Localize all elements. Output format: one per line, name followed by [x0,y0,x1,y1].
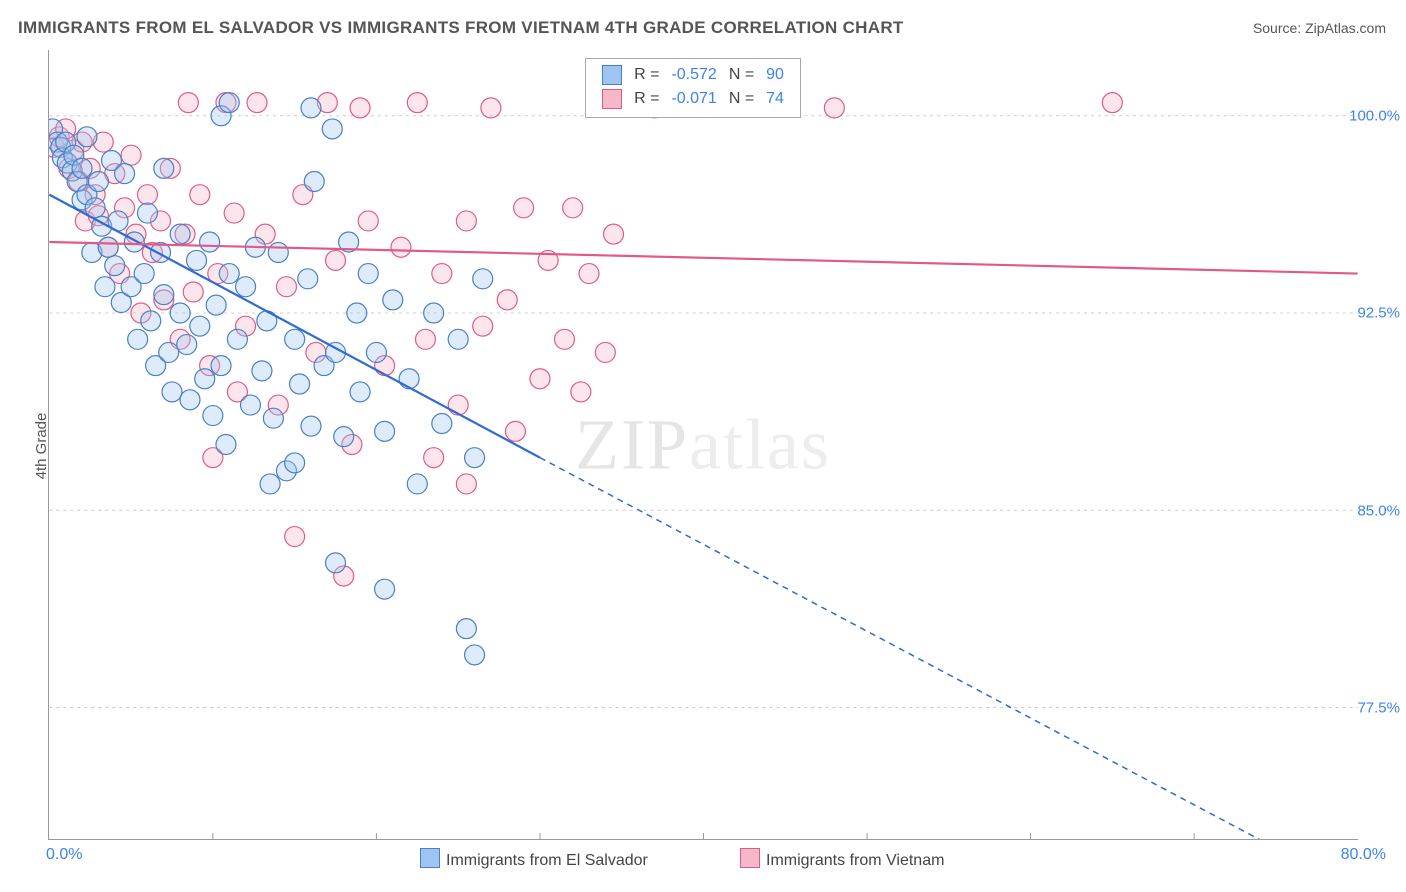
n-value-s1: 90 [760,63,790,87]
source-attribution: Source: ZipAtlas.com [1253,20,1386,36]
x-axis-max-label: 80.0% [1341,846,1386,864]
r-label: R = [628,63,665,87]
scatter-plot [48,50,1358,840]
y-tick-label: 77.5% [1357,700,1400,717]
n-label: N = [723,87,760,111]
r-value-s1: -0.572 [665,63,722,87]
n-value-s2: 74 [760,87,790,111]
r-label: R = [628,87,665,111]
legend-item-s2: Immigrants from Vietnam [740,848,944,870]
source-prefix: Source: [1253,20,1305,36]
plot-area: ZIPatlas R = -0.572 N = 90 R = -0.071 N … [48,50,1358,840]
legend-label-s2: Immigrants from Vietnam [766,852,944,869]
legend-item-s1: Immigrants from El Salvador [420,848,648,870]
stats-legend-box: R = -0.572 N = 90 R = -0.071 N = 74 [585,58,801,118]
legend-label-s1: Immigrants from El Salvador [446,852,648,869]
y-tick-label: 92.5% [1357,305,1400,322]
n-label: N = [723,63,760,87]
y-tick-label: 85.0% [1357,502,1400,519]
legend-swatch-s2 [740,848,760,868]
legend-swatch-s1 [420,848,440,868]
stats-row-s1: R = -0.572 N = 90 [596,63,790,87]
x-axis-min-label: 0.0% [46,846,82,864]
y-tick-label: 100.0% [1349,107,1400,124]
source-name: ZipAtlas.com [1305,20,1386,36]
chart-title: IMMIGRANTS FROM EL SALVADOR VS IMMIGRANT… [18,18,904,38]
swatch-s1 [602,65,622,85]
swatch-s2 [602,89,622,109]
stats-row-s2: R = -0.071 N = 74 [596,87,790,111]
r-value-s2: -0.071 [665,87,722,111]
